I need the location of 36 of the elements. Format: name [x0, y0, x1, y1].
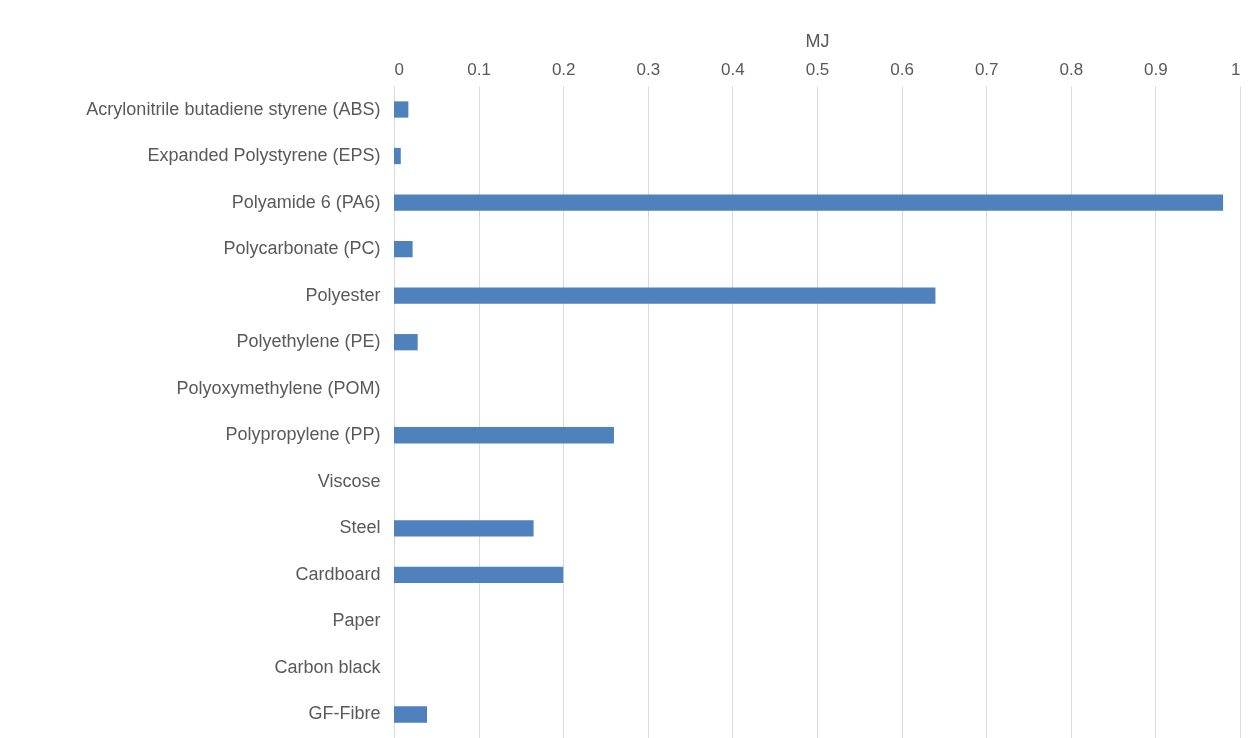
- x-tick-label: 0.6: [890, 59, 914, 79]
- x-tick-label: 0.5: [805, 59, 830, 79]
- x-tick-label: 1: [1231, 59, 1241, 79]
- bar: [394, 706, 427, 723]
- x-tick-label: 0.3: [636, 59, 661, 79]
- bar: [394, 240, 413, 258]
- x-axis-title: MJ: [805, 30, 830, 51]
- y-tick-label: Acrylonitrile butadiene styrene (ABS): [86, 98, 381, 119]
- y-tick-label: Polyethylene (PE): [236, 331, 381, 352]
- y-tick-label: Polyoxymethylene (POM): [176, 377, 381, 398]
- x-tick-label: 0.4: [721, 59, 745, 79]
- bar: [394, 427, 614, 444]
- y-tick-label: Polypropylene (PP): [225, 424, 381, 445]
- x-tick-label: 0.1: [467, 59, 491, 79]
- x-tick-label: 0.2: [551, 59, 576, 79]
- x-tick-label: 0.9: [1144, 59, 1168, 79]
- bar: [394, 520, 534, 537]
- y-tick-label: Polyamide 6 (PA6): [231, 191, 381, 212]
- y-tick-label: Cardboard: [295, 563, 381, 584]
- bar: [394, 287, 936, 304]
- bar: [394, 101, 409, 118]
- y-tick-label: Steel: [339, 517, 381, 538]
- bar: [394, 566, 564, 584]
- y-tick-label: Carbon black: [274, 656, 382, 677]
- bar: [394, 194, 1224, 211]
- y-tick-label: Polycarbonate (PC): [223, 238, 381, 259]
- y-tick-label: Paper: [332, 610, 381, 631]
- y-tick-label: Expanded Polystyrene (EPS): [147, 145, 381, 166]
- x-tick-label: 0.8: [1059, 59, 1084, 79]
- bar: [394, 147, 401, 165]
- x-tick-label: 0: [394, 59, 404, 79]
- y-tick-label: GF-Fibre: [308, 703, 381, 724]
- bar: [394, 334, 418, 351]
- x-tick-label: 0.7: [974, 59, 999, 79]
- y-tick-label: Polyester: [305, 284, 381, 305]
- y-tick-label: Viscose: [317, 470, 381, 491]
